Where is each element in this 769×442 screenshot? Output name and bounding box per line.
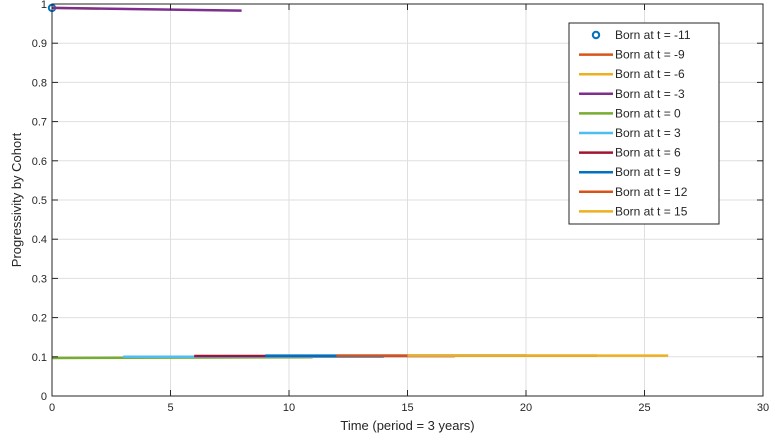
x-axis-label: Time (period = 3 years) (340, 418, 474, 433)
series-layer (47, 3, 669, 360)
legend-label: Born at t = 3 (615, 126, 681, 140)
x-tick-label: 25 (638, 402, 650, 414)
y-tick-label: 0.1 (32, 352, 47, 364)
y-tick-label: 0.4 (32, 234, 47, 246)
legend-label: Born at t = 9 (615, 165, 681, 179)
legend-label: Born at t = 0 (615, 106, 681, 120)
x-tick-label: 10 (283, 402, 295, 414)
y-axis-label: Progressivity by Cohort (9, 132, 24, 267)
legend-label: Born at t = -11 (615, 28, 691, 42)
legend-label: Born at t = 12 (615, 185, 688, 199)
x-tick-label: 20 (520, 402, 532, 414)
y-tick-label: 0.8 (32, 77, 47, 89)
axis-ticks: 0 5 10 15 20 25 30 0 0.1 0.2 0.3 0.4 0.5 0.6 0.7 0.8 0.9… (32, 0, 769, 414)
y-tick-label: 0.3 (32, 273, 47, 285)
y-tick-label: 0.5 (32, 195, 47, 207)
y-tick-label: 1 (41, 0, 47, 11)
y-tick-label: 0.6 (32, 156, 47, 168)
x-tick-label: 30 (757, 402, 769, 414)
y-tick-label: 0 (41, 391, 47, 403)
legend-label: Born at t = -3 (615, 87, 685, 101)
x-tick-label: 5 (167, 402, 173, 414)
x-tick-label: 15 (401, 402, 413, 414)
legend-box (568, 22, 720, 225)
legend-label: Born at t = 6 (615, 146, 681, 160)
legend: Born at t = -11 Born at t = -9 Born at t =… (568, 22, 720, 225)
legend-label: Born at t = -9 (615, 48, 685, 62)
y-tick-label: 0.7 (32, 117, 47, 129)
series-line (51, 6, 242, 12)
legend-label: Born at t = -6 (615, 67, 685, 81)
legend-label: Born at t = 15 (615, 204, 688, 218)
x-tick-label: 0 (49, 402, 55, 414)
y-tick-label: 0.2 (32, 313, 47, 325)
legend-swatch (591, 30, 601, 40)
y-tick-label: 0.9 (32, 38, 47, 50)
